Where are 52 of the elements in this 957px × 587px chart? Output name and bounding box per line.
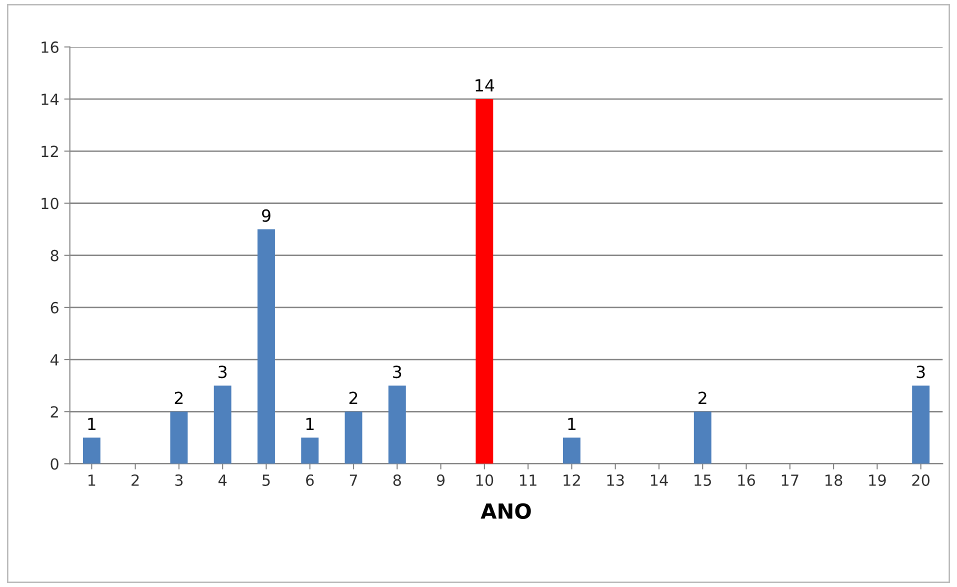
x-tick-label: 20 — [912, 474, 930, 486]
bar — [912, 386, 930, 464]
data-label: 1 — [306, 418, 314, 430]
x-tick-label: 3 — [175, 474, 183, 486]
bar — [170, 412, 188, 464]
bar — [301, 438, 319, 464]
data-label: 3 — [218, 366, 227, 378]
y-tick-label: 8 — [50, 250, 58, 262]
x-tick-label: 11 — [520, 474, 536, 486]
x-tick-label: 14 — [650, 474, 668, 486]
x-tick-label: 18 — [826, 474, 842, 486]
data-label: 2 — [698, 392, 706, 404]
bar — [344, 412, 362, 464]
data-label: 3 — [393, 366, 402, 378]
y-tick-label: 14 — [42, 94, 59, 105]
x-tick-label: 12 — [564, 474, 580, 486]
x-tick-label: 4 — [218, 474, 227, 486]
bar — [214, 386, 232, 464]
data-label: 2 — [349, 392, 358, 404]
x-tick-label: 19 — [869, 474, 886, 486]
x-tick-label: 1 — [88, 474, 96, 486]
x-tick-label: 15 — [694, 474, 712, 486]
data-label: 14 — [476, 79, 494, 92]
bar — [562, 438, 580, 464]
x-tick-label: 17 — [782, 474, 798, 486]
x-tick-label: 5 — [262, 474, 270, 486]
y-tick-label: 0 — [50, 458, 58, 470]
data-label: 3 — [916, 366, 925, 378]
bar — [82, 438, 100, 464]
y-tick-label: 16 — [42, 41, 58, 53]
x-tick-label: 7 — [350, 474, 358, 486]
y-tick-label: 12 — [42, 146, 58, 157]
data-label: 9 — [262, 209, 270, 222]
y-tick-label: 6 — [50, 302, 58, 314]
data-label: 2 — [174, 392, 183, 404]
y-tick-label: 10 — [42, 198, 58, 210]
bar — [258, 229, 275, 464]
bar — [694, 412, 712, 464]
x-tick-label: 16 — [738, 474, 756, 486]
x-tick-label: 10 — [476, 474, 494, 486]
x-tick-label: 13 — [607, 474, 624, 486]
x-tick-label: 9 — [436, 474, 445, 486]
y-tick-label: 4 — [50, 354, 59, 366]
y-tick-label: 2 — [50, 406, 58, 418]
data-label: 1 — [88, 418, 96, 430]
x-tick-label: 6 — [306, 474, 314, 486]
x-axis-title: ANO — [480, 503, 531, 519]
bar — [388, 386, 406, 464]
bar — [476, 99, 494, 464]
x-tick-label: 2 — [132, 474, 139, 486]
data-label: 1 — [568, 418, 576, 430]
x-tick-label: 8 — [393, 474, 401, 486]
